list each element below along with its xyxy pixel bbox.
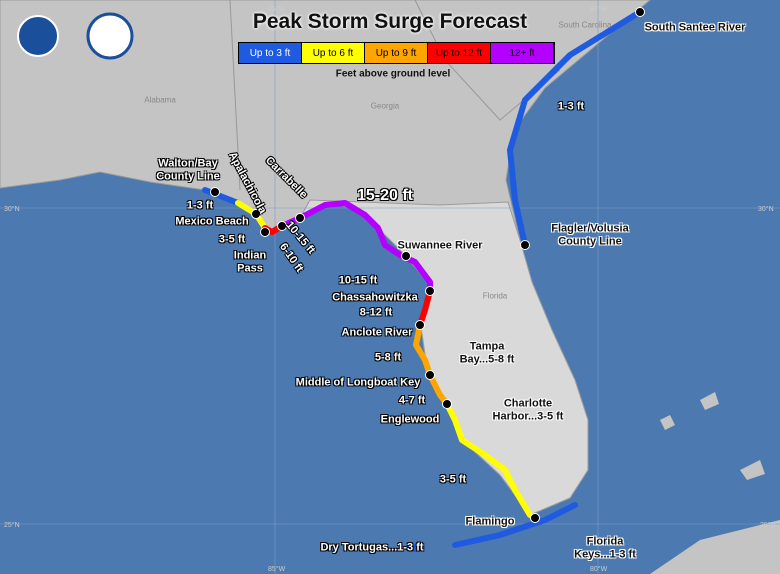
location-dot [251, 209, 261, 219]
place-label: Mexico Beach [175, 215, 249, 228]
state-label: Georgia [370, 101, 400, 111]
surge-label: 5-8 ft [374, 351, 402, 364]
legend-item: Up to 3 ft [239, 43, 302, 63]
cuba [650, 520, 780, 574]
location-dot [425, 370, 435, 380]
state-label: Alabama [144, 95, 176, 105]
surge-label: 4-7 ft [398, 394, 426, 407]
location-dot [260, 227, 270, 237]
legend-note: Feet above ground level [335, 68, 451, 80]
legend: Up to 3 ft Up to 6 ft Up to 9 ft Up to 12 f… [238, 42, 555, 64]
graticule-label: 85°W [268, 6, 286, 13]
location-dot [210, 187, 220, 197]
graticule-label: 85°W [268, 566, 286, 573]
place-label: Walton/Bay County Line [156, 157, 220, 182]
legend-item: Up to 6 ft [302, 43, 365, 63]
location-dot [425, 286, 435, 296]
bahamas [660, 392, 765, 480]
place-label: Chassahowitzka [332, 291, 418, 304]
surge-segment [279, 200, 433, 294]
legend-item: 12+ ft [491, 43, 554, 63]
surge-label: 3-5 ft [218, 233, 246, 246]
location-dot [442, 399, 452, 409]
surge-label: 1-3 ft [557, 100, 585, 113]
place-label: Charlotte Harbor...3-5 ft [492, 397, 564, 422]
state-label: Florida [482, 291, 508, 301]
location-dot [295, 213, 305, 223]
graticule-label: 25°N [760, 522, 776, 529]
nws-logo [86, 12, 134, 60]
surge-segment [417, 288, 433, 328]
dry-tortugas-surge [405, 544, 425, 552]
legend-item: Up to 12 ft [428, 43, 491, 63]
surge-segment [507, 9, 643, 248]
place-label: Dry Tortugas...1-3 ft [320, 541, 424, 554]
place-label: Middle of Longboat Key [295, 376, 421, 389]
surge-label: 1-3 ft [186, 199, 214, 212]
surge-label: 8-12 ft [359, 306, 393, 319]
noaa-logo [17, 15, 59, 57]
graticule-label: 30°N [4, 206, 20, 213]
location-dot [520, 240, 530, 250]
state-label: South Carolina [558, 20, 612, 30]
location-dot [277, 221, 287, 231]
graticule-label: 30°N [758, 206, 774, 213]
surge-label: 10-15 ft [338, 274, 378, 287]
surge-label: 15-20 ft [356, 186, 414, 204]
legend-item: Up to 9 ft [365, 43, 428, 63]
location-dot [530, 513, 540, 523]
surge-segment [413, 322, 450, 407]
graticule-label: 25°N [4, 522, 20, 529]
place-label: Florida Keys...1-3 ft [574, 535, 636, 560]
place-label: Indian Pass [233, 249, 267, 274]
place-label: Anclote River [341, 326, 413, 339]
graticule-label: 80°W [590, 566, 608, 573]
graticule-label: 80°W [590, 6, 608, 13]
place-label: South Santee River [644, 21, 746, 34]
location-dot [635, 7, 645, 17]
surge-segment [444, 401, 533, 518]
place-label: Flagler/Volusia County Line [551, 222, 629, 247]
location-dot [401, 251, 411, 261]
place-label: Tampa Bay...5-8 ft [459, 340, 515, 365]
place-label: Flamingo [465, 515, 515, 528]
place-label: Englewood [380, 413, 440, 426]
location-dot [415, 320, 425, 330]
place-label: Suwannee River [397, 239, 483, 252]
florida-keys-surge [452, 502, 578, 548]
surge-label: 3-5 ft [439, 473, 467, 486]
title: Peak Storm Surge Forecast [252, 10, 528, 33]
